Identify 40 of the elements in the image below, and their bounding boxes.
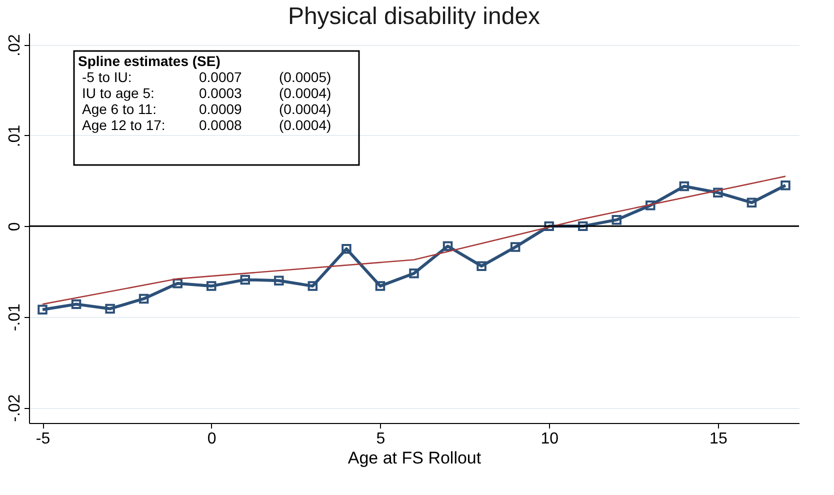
point <box>71 299 82 310</box>
point <box>780 180 790 190</box>
point <box>308 281 318 291</box>
text: IU to age 5: 0.0003 (0.0004) <box>82 85 332 101</box>
y-tick-label: .01 <box>6 124 24 148</box>
text: Age 12 to 17: 0.0008 (0.0004) <box>82 117 332 133</box>
point <box>342 244 352 254</box>
point <box>138 294 149 304</box>
point <box>172 278 182 288</box>
text: -5 to IU: 0.0007 (0.0005) <box>82 69 332 85</box>
point <box>476 261 486 271</box>
point <box>274 276 284 286</box>
x-axis-title: Age at FS Rollout <box>348 448 482 468</box>
point <box>510 242 520 252</box>
x-tick-label: 5 <box>376 430 386 448</box>
point <box>646 200 656 210</box>
text: Age 6 to 11: 0.0009 (0.0004) <box>82 101 332 117</box>
point <box>746 198 757 208</box>
chart-title: Physical disability index <box>288 3 540 30</box>
annotation: Spline estimates (SE) <box>78 53 220 69</box>
point <box>713 188 723 198</box>
point <box>375 281 386 291</box>
point <box>679 181 690 192</box>
y-tick-label: -.01 <box>6 304 24 332</box>
point <box>240 274 250 285</box>
point <box>544 221 554 232</box>
x-tick-label: 0 <box>207 430 216 448</box>
y-tick-label: 0 <box>6 222 24 232</box>
y-tick-label: -.02 <box>6 394 24 422</box>
point <box>409 268 419 278</box>
point <box>578 221 588 232</box>
x-tick-label: 10 <box>540 430 559 448</box>
point <box>105 304 115 314</box>
point <box>38 304 48 314</box>
x-tick-label: 15 <box>710 430 728 448</box>
point <box>612 214 622 225</box>
y-tick-label: .02 <box>6 34 24 56</box>
x-tick-label: -5 <box>36 430 50 448</box>
point <box>442 241 453 252</box>
point <box>206 281 216 291</box>
